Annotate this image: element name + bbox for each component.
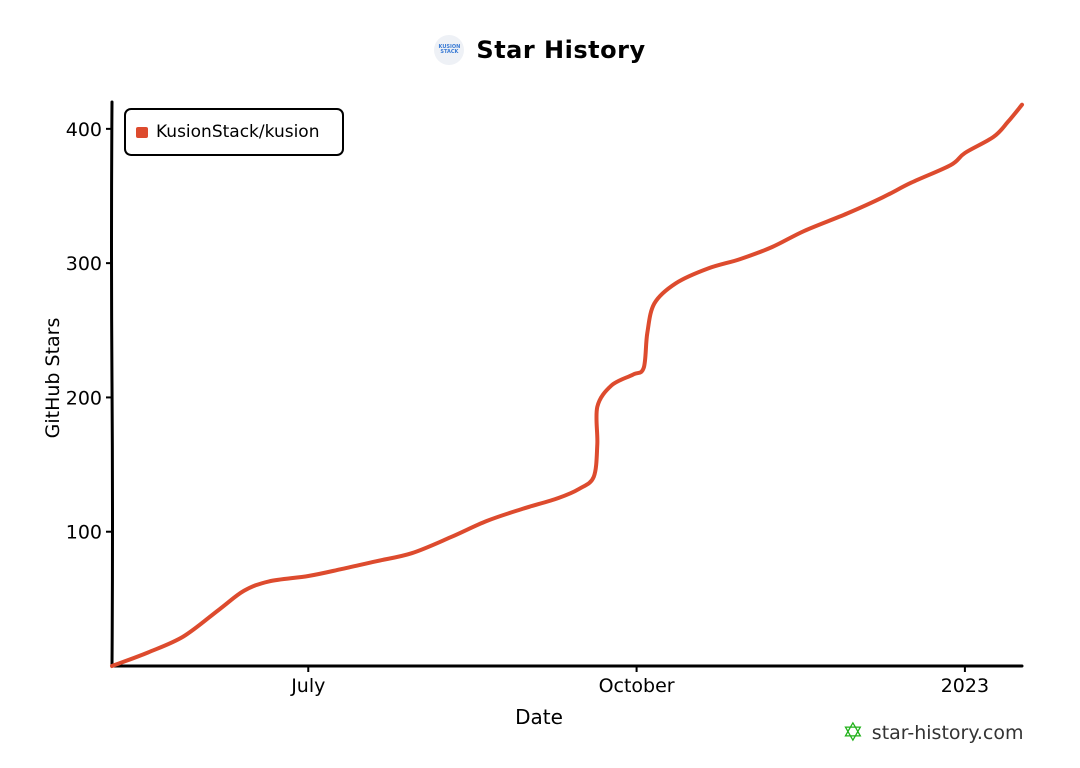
repo-logo: KUSION STACK <box>434 35 465 65</box>
watermark[interactable]: ✡ star-history.com <box>842 720 1024 746</box>
watermark-text: star-history.com <box>871 722 1024 744</box>
x-tick-label: 2023 <box>941 675 989 697</box>
y-axis-line <box>109 100 115 668</box>
chart-series <box>110 102 1024 668</box>
series-line <box>110 102 1024 668</box>
x-tick-label: October <box>599 675 675 697</box>
y-axis-label: GitHub Stars <box>42 317 64 439</box>
chart-header: KUSION STACK Star History <box>0 30 1080 70</box>
x-tick-label: July <box>290 675 325 697</box>
y-tick-label: 200 <box>66 387 102 409</box>
chart-legend: KusionStack/kusion <box>124 108 344 156</box>
repo-logo-line-2: STACK <box>440 49 459 55</box>
x-axis-label: Date <box>515 705 563 729</box>
legend-label[interactable]: KusionStack/kusion <box>156 122 320 142</box>
chart-ticks: 100 200 300 400 July October 2023 <box>66 119 989 697</box>
legend-swatch <box>136 126 148 138</box>
star-outline-icon: ✡ <box>842 718 864 748</box>
y-tick-label: 300 <box>66 253 102 275</box>
y-tick-label: 400 <box>66 119 102 141</box>
x-axis-line <box>110 663 1024 669</box>
repo-logo-line-1: KUSION <box>438 44 461 50</box>
chart-axes <box>109 100 1024 669</box>
chart-title: Star History <box>476 36 646 64</box>
y-tick-label: 100 <box>66 522 102 544</box>
